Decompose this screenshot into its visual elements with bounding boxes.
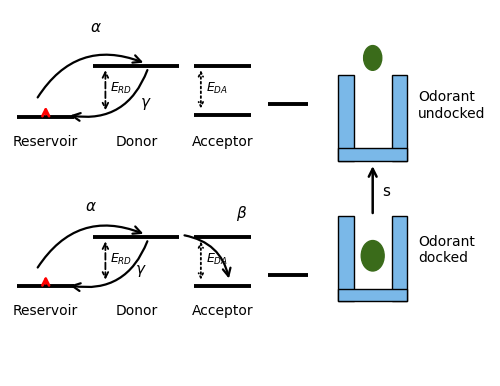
Bar	[338, 75, 354, 161]
Text: Acceptor: Acceptor	[192, 304, 253, 318]
Text: Reservoir: Reservoir	[13, 304, 78, 318]
Text: Donor: Donor	[116, 135, 158, 149]
Text: $\gamma$: $\gamma$	[136, 263, 147, 279]
Bar	[392, 216, 407, 301]
Text: $E_{DA}$: $E_{DA}$	[206, 252, 228, 267]
Text: Odorant
undocked: Odorant undocked	[418, 90, 486, 120]
Text: $E_{RD}$: $E_{RD}$	[110, 252, 132, 267]
Text: $E_{RD}$: $E_{RD}$	[110, 81, 132, 96]
Text: s: s	[382, 184, 390, 199]
Bar	[338, 216, 354, 301]
Text: Acceptor: Acceptor	[192, 135, 253, 149]
Bar	[338, 148, 407, 161]
Text: $E_{DA}$: $E_{DA}$	[206, 81, 228, 96]
Text: $\alpha$: $\alpha$	[85, 199, 97, 214]
Text: Odorant
docked: Odorant docked	[418, 235, 475, 265]
Text: Donor: Donor	[116, 304, 158, 318]
Ellipse shape	[364, 46, 382, 70]
Text: Reservoir: Reservoir	[13, 135, 78, 149]
Text: $\alpha$: $\alpha$	[90, 20, 102, 35]
Bar	[338, 289, 407, 301]
Text: $\gamma$: $\gamma$	[140, 96, 152, 112]
Ellipse shape	[361, 240, 384, 271]
Text: $\beta$: $\beta$	[236, 205, 247, 223]
Bar	[392, 75, 407, 161]
